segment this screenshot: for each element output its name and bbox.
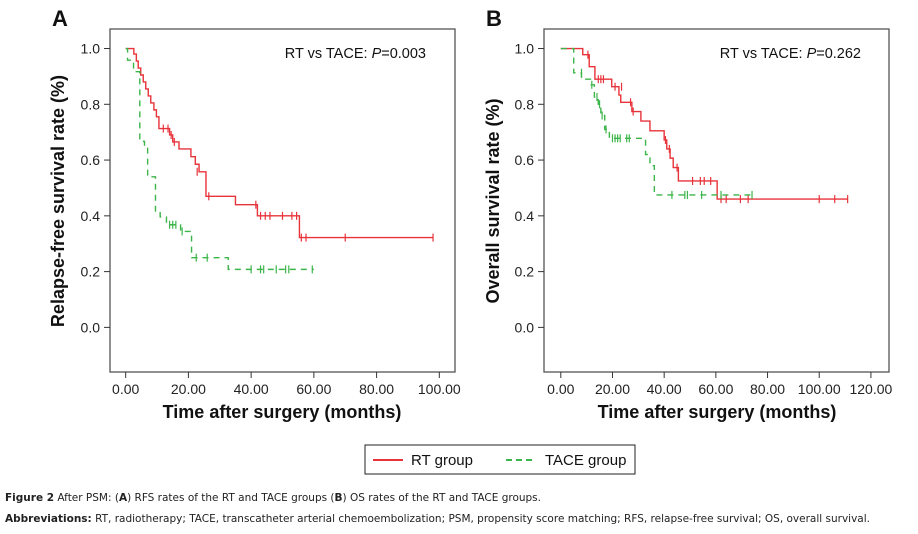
x-tick-label: 100.00 xyxy=(798,381,841,397)
panel-a: A 0.0 0.2 0.4 0.6 0.8 1.0 0.00 20.00 40.00 60.00… xyxy=(48,6,461,422)
panel-a-pvalue-annotation: RT vs TACE: P=0.003 xyxy=(285,46,426,62)
x-tick-label: 40.00 xyxy=(647,381,682,397)
panel-b-letter: B xyxy=(486,6,502,31)
x-tick-label: 0.00 xyxy=(112,381,139,397)
panel-b-curves xyxy=(560,47,849,204)
figure-caption: Figure 2 After PSM: (A) RFS rates of the… xyxy=(5,492,541,504)
y-tick-label: 0.0 xyxy=(515,319,535,335)
abbreviations-note: Abbreviations: RT, radiotherapy; TACE, t… xyxy=(5,513,870,525)
panel-a-x-ticks: 0.00 20.00 40.00 60.00 80.00 100.00 xyxy=(112,372,461,397)
y-tick-label: 0.4 xyxy=(515,208,535,224)
y-tick-label: 0.4 xyxy=(81,208,101,224)
panel-a-y-ticks: 0.0 0.2 0.4 0.6 0.8 1.0 xyxy=(81,41,110,335)
caption-panel-ref: B xyxy=(334,492,343,504)
x-tick-label: 120.00 xyxy=(849,381,892,397)
panel-b-pvalue-annotation: RT vs TACE: P=0.262 xyxy=(720,46,861,62)
caption-text: ) OS rates of the RT and TACE groups. xyxy=(342,492,541,504)
x-tick-label: 80.00 xyxy=(750,381,785,397)
y-tick-label: 0.6 xyxy=(81,152,101,168)
legend-label-tace: TACE group xyxy=(545,452,626,469)
annotation-p-label: P xyxy=(807,46,817,62)
y-tick-label: 0.0 xyxy=(81,319,101,335)
annotation-p-value: =0.262 xyxy=(816,46,861,62)
panel-b: B 0.0 0.2 0.4 0.6 0.8 1.0 0.00 20.00 40.00 60.00… xyxy=(483,6,893,422)
annotation-prefix: RT vs TACE: xyxy=(285,46,372,62)
panel-a-x-axis-title: Time after surgery (months) xyxy=(163,402,402,422)
annotation-p-value: =0.003 xyxy=(381,46,426,62)
x-tick-label: 20.00 xyxy=(171,381,206,397)
x-tick-label: 60.00 xyxy=(698,381,733,397)
panel-a-letter: A xyxy=(52,6,68,31)
x-tick-label: 100.00 xyxy=(418,381,461,397)
y-tick-label: 0.2 xyxy=(81,264,101,280)
panel-a-plot-frame xyxy=(109,28,456,373)
y-tick-label: 0.8 xyxy=(515,96,535,112)
y-tick-label: 0.8 xyxy=(81,96,101,112)
caption-panel-ref: A xyxy=(118,492,128,504)
tace-survival-curve xyxy=(560,47,753,196)
panel-b-plot-frame xyxy=(543,28,890,373)
caption-text: After PSM: ( xyxy=(54,492,119,504)
x-tick-label: 40.00 xyxy=(234,381,269,397)
panel-a-curves xyxy=(125,47,434,274)
x-tick-label: 20.00 xyxy=(595,381,630,397)
annotation-prefix: RT vs TACE: xyxy=(720,46,807,62)
x-tick-label: 80.00 xyxy=(359,381,394,397)
panel-b-x-axis-title: Time after surgery (months) xyxy=(598,402,837,422)
abbreviations-text: RT, radiotherapy; TACE, transcatheter ar… xyxy=(91,513,870,525)
y-tick-label: 0.6 xyxy=(515,152,535,168)
legend-label-rt: RT group xyxy=(411,452,473,469)
legend: RT group TACE group xyxy=(364,444,636,475)
figure-label: Figure 2 xyxy=(5,492,55,504)
tace-survival-curve xyxy=(125,47,314,271)
rt-survival-curve xyxy=(125,47,434,239)
caption-text: ) RFS rates of the RT and TACE groups ( xyxy=(127,492,335,504)
y-tick-label: 1.0 xyxy=(81,41,101,57)
panel-b-y-ticks: 0.0 0.2 0.4 0.6 0.8 1.0 xyxy=(515,41,544,335)
abbreviations-label: Abbreviations: xyxy=(5,513,92,525)
x-tick-label: 60.00 xyxy=(296,381,331,397)
y-tick-label: 0.2 xyxy=(515,264,535,280)
panel-b-x-ticks: 0.00 20.00 40.00 60.00 80.00 100.00 120.00 xyxy=(547,372,893,397)
annotation-p-label: P xyxy=(372,46,382,62)
x-tick-label: 0.00 xyxy=(547,381,574,397)
y-tick-label: 1.0 xyxy=(515,41,535,57)
panel-a-y-axis-title: Relapse-free survival rate (%) xyxy=(48,75,68,327)
rt-survival-curve xyxy=(560,47,848,200)
panel-b-y-axis-title: Overall survival rate (%) xyxy=(483,98,503,303)
legend-box xyxy=(364,444,636,475)
